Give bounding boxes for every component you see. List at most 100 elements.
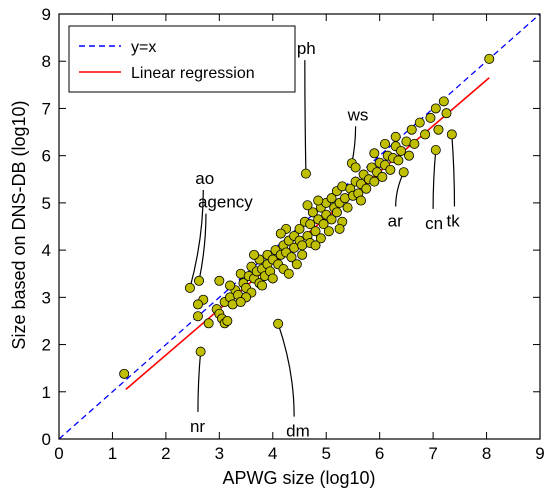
data-point	[425, 112, 436, 123]
annotation-leader-agency	[198, 213, 207, 281]
data-point	[398, 167, 409, 178]
data-point	[225, 280, 236, 291]
annotation-label-cn: cn	[425, 214, 443, 233]
data-point	[355, 195, 366, 206]
annotation-label-ph: ph	[297, 39, 316, 58]
y-tick-label: 4	[42, 241, 51, 260]
axes-layer: 0 1 2 3 4 5 6 7 8 9 0 1 2 3 4 5 6 7 8 9	[42, 5, 545, 463]
x-tick-label: 9	[535, 444, 544, 463]
annotation-leader-nr	[197, 351, 202, 412]
data-point	[385, 164, 396, 175]
data-point	[331, 207, 342, 218]
data-point	[192, 311, 203, 322]
data-point	[484, 53, 495, 64]
data-point	[283, 268, 294, 279]
annotation-leader-ph	[304, 60, 307, 174]
data-point	[192, 299, 203, 310]
x-tick-label: 7	[428, 444, 437, 463]
legend-label-regression: Linear regression	[131, 65, 255, 82]
annotation-leader-dm	[277, 323, 295, 417]
data-point	[291, 259, 302, 270]
y-tick-label: 1	[42, 383, 51, 402]
annotation-label-ws: ws	[347, 105, 369, 124]
y-tick-label: 9	[42, 5, 51, 24]
data-point	[194, 275, 205, 286]
data-point	[257, 280, 268, 291]
legend-box	[68, 25, 296, 93]
data-point	[315, 233, 326, 244]
annotation-label-nr: nr	[190, 417, 205, 436]
data-point	[361, 183, 372, 194]
data-point	[350, 162, 361, 173]
data-point	[184, 282, 195, 293]
data-point	[323, 226, 334, 237]
annotation-label-agency: agency	[198, 193, 253, 212]
data-point	[420, 129, 431, 140]
data-point	[438, 96, 449, 107]
x-tick-label: 4	[268, 444, 277, 463]
data-point	[414, 117, 425, 128]
data-point	[267, 273, 278, 284]
data-point	[390, 131, 401, 142]
y-axis-title: Size based on DNS-DB (log10)	[9, 100, 29, 349]
y-tick-label: 7	[42, 99, 51, 118]
x-tick-label: 8	[482, 444, 491, 463]
data-point	[441, 108, 452, 119]
data-point	[334, 223, 345, 234]
data-point	[318, 219, 329, 230]
plot-frame	[58, 13, 541, 440]
x-tick-label: 2	[161, 444, 170, 463]
data-point	[393, 155, 404, 166]
annotation-leader-ao	[189, 189, 204, 289]
data-point	[380, 138, 391, 149]
data-point	[294, 223, 305, 234]
data-point	[249, 249, 260, 260]
legend-label-yx: y=x	[131, 39, 156, 56]
x-tick-label: 1	[108, 444, 117, 463]
data-point	[222, 315, 233, 326]
data-point	[342, 202, 353, 213]
data-point	[307, 207, 318, 218]
data-point	[302, 200, 313, 211]
data-point	[433, 124, 444, 135]
data-point	[404, 150, 415, 161]
data-point	[313, 195, 324, 206]
data-point	[297, 249, 308, 260]
data-point	[275, 228, 286, 239]
data-point	[369, 176, 380, 187]
annotation-label-tk: tk	[446, 212, 460, 231]
data-point	[326, 214, 337, 225]
x-tick-label: 5	[321, 444, 330, 463]
data-point	[286, 252, 297, 263]
annotation-leader-tk	[451, 134, 456, 207]
data-point	[430, 144, 441, 155]
x-tick-label: 3	[215, 444, 224, 463]
data-point	[300, 168, 311, 179]
data-point	[409, 138, 420, 149]
annotation-label-ao: ao	[195, 169, 214, 188]
data-point	[430, 103, 441, 114]
data-point	[305, 219, 316, 230]
y-tick-label: 5	[42, 194, 51, 213]
points-layer	[119, 53, 495, 379]
y-tick-label: 6	[42, 147, 51, 166]
data-point	[377, 171, 388, 182]
data-point	[310, 240, 321, 251]
data-point	[214, 275, 225, 286]
data-point	[203, 318, 214, 329]
data-point	[195, 346, 206, 357]
data-point	[396, 145, 407, 156]
data-point	[297, 240, 308, 251]
y-tick-label: 2	[42, 336, 51, 355]
y-tick-label: 8	[42, 52, 51, 71]
data-point	[326, 193, 337, 204]
x-tick-label: 6	[375, 444, 384, 463]
annotation-label-ar: ar	[388, 212, 403, 231]
data-point	[369, 148, 380, 159]
y-tick-label: 0	[42, 430, 51, 449]
data-point	[273, 318, 284, 329]
data-point	[406, 124, 417, 135]
data-point	[310, 226, 321, 237]
annotation-label-dm: dm	[286, 422, 310, 441]
